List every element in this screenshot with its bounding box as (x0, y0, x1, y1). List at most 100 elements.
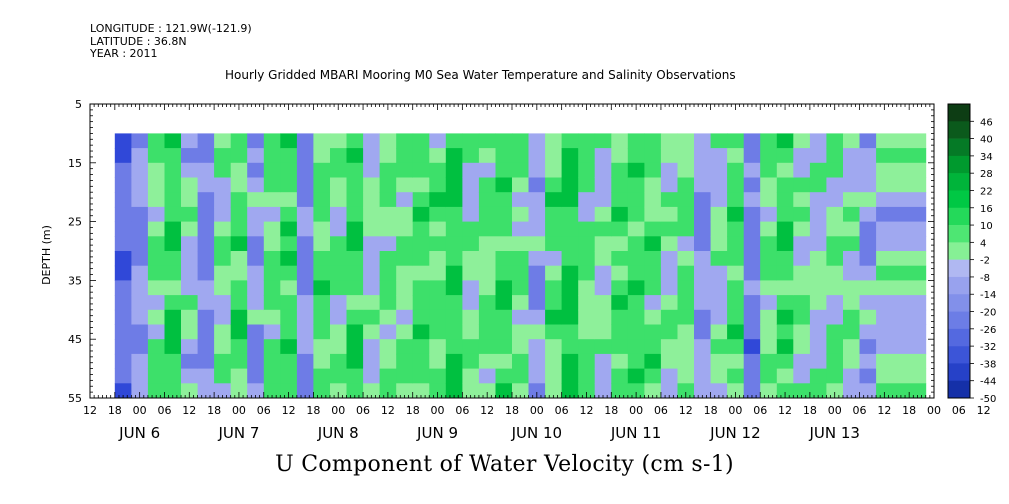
heatmap-cell (561, 353, 579, 370)
heatmap-cell (214, 177, 232, 193)
x-day-label: JUN 6 (118, 424, 160, 442)
heatmap-cell (859, 368, 877, 384)
heatmap-cell (330, 324, 347, 340)
x-hour-label: 00 (232, 404, 246, 417)
heatmap-cell (694, 383, 711, 399)
heatmap-cell (545, 162, 563, 178)
heatmap-cell (809, 206, 827, 223)
heatmap-cell (330, 206, 347, 223)
heatmap-cell (478, 339, 496, 355)
heatmap-cell (313, 383, 331, 399)
colorbar-label: -32 (980, 342, 996, 353)
heatmap-cell (197, 236, 215, 252)
heatmap-cell (114, 177, 132, 193)
heatmap-cell (594, 192, 612, 208)
heatmap-cell (396, 368, 414, 384)
heatmap-cell (296, 353, 314, 370)
x-hour-label: 00 (927, 404, 941, 417)
heatmap-cell (528, 339, 546, 355)
heatmap-cell (330, 295, 347, 311)
heatmap-cell (694, 221, 711, 237)
colorbar-swatch (948, 104, 970, 122)
heatmap-cell (627, 192, 645, 208)
heatmap-cell (644, 192, 662, 208)
heatmap-cell (346, 221, 364, 237)
heatmap-cell (346, 162, 364, 178)
heatmap-cell (578, 309, 596, 325)
heatmap-cell (644, 383, 662, 399)
heatmap-cell (611, 265, 629, 281)
colorbar-label: 46 (980, 117, 993, 128)
heatmap-cell (545, 309, 563, 325)
heatmap-cell (330, 148, 347, 164)
y-tick-label: 35 (68, 274, 82, 287)
heatmap-cell (528, 162, 546, 178)
heatmap-cell (776, 133, 794, 149)
heatmap-cell (727, 383, 745, 399)
heatmap-cell (611, 295, 629, 311)
heatmap-cell (843, 295, 860, 311)
heatmap-cell (627, 221, 645, 237)
heatmap-cell (660, 162, 678, 178)
heatmap-cell (396, 133, 414, 149)
heatmap-cell (760, 295, 778, 311)
heatmap-cell (743, 265, 761, 281)
heatmap-cell (743, 295, 761, 311)
heatmap-cell (181, 339, 198, 355)
heatmap-cell (114, 368, 132, 384)
heatmap-cell (396, 383, 414, 399)
heatmap-cell (495, 251, 513, 267)
heatmap-cell (843, 265, 860, 281)
heatmap-cell (677, 236, 695, 252)
colorbar-label: -44 (980, 377, 996, 388)
heatmap-cell (793, 295, 811, 311)
heatmap-cell (247, 162, 265, 178)
heatmap-cell (197, 192, 215, 208)
heatmap-cell (594, 265, 612, 281)
heatmap-cell (859, 148, 877, 164)
heatmap-cell (230, 206, 248, 223)
heatmap-cell (843, 280, 860, 296)
heatmap-cell (776, 309, 794, 325)
heatmap-cell (876, 251, 927, 267)
heatmap-cell (164, 177, 182, 193)
heatmap-cell (644, 353, 662, 370)
heatmap-cell (114, 383, 132, 399)
heatmap-cell (147, 236, 165, 252)
heatmap-cell (495, 280, 513, 296)
heatmap-cell (379, 353, 397, 370)
heatmap-cell (528, 383, 546, 399)
heatmap-cell (263, 324, 281, 340)
heatmap-cell (114, 236, 132, 252)
heatmap-cell (578, 206, 596, 223)
heatmap-cell (346, 206, 364, 223)
heatmap-cell (429, 280, 447, 296)
heatmap-cell (561, 133, 579, 149)
heatmap-cell (114, 265, 132, 281)
heatmap-cell (147, 265, 165, 281)
heatmap-cell (181, 265, 198, 281)
heatmap-cell (230, 280, 248, 296)
heatmap-cell (859, 295, 877, 311)
x-hour-label: 00 (331, 404, 345, 417)
heatmap-cell (164, 236, 182, 252)
heatmap-cell (412, 177, 430, 193)
heatmap-cell (594, 295, 612, 311)
heatmap-cell (495, 221, 513, 237)
heatmap-cell (876, 324, 927, 340)
heatmap-cell (164, 221, 182, 237)
heatmap-cell (379, 177, 397, 193)
location-metadata: LONGITUDE : 121.9W(-121.9) LATITUDE : 36… (90, 22, 252, 61)
heatmap-cell (561, 324, 579, 340)
heatmap-cell (197, 177, 215, 193)
y-axis-label: DEPTH (m) (40, 225, 53, 285)
heatmap-cell (114, 339, 132, 355)
colorbar-label: 10 (980, 221, 993, 232)
heatmap-cell (445, 324, 463, 340)
heatmap-cell (313, 309, 331, 325)
x-day-label: JUN 8 (317, 424, 359, 442)
heatmap-cell (694, 265, 711, 281)
heatmap-cell (528, 353, 546, 370)
heatmap-cell (826, 192, 844, 208)
heatmap-cell (478, 368, 496, 384)
